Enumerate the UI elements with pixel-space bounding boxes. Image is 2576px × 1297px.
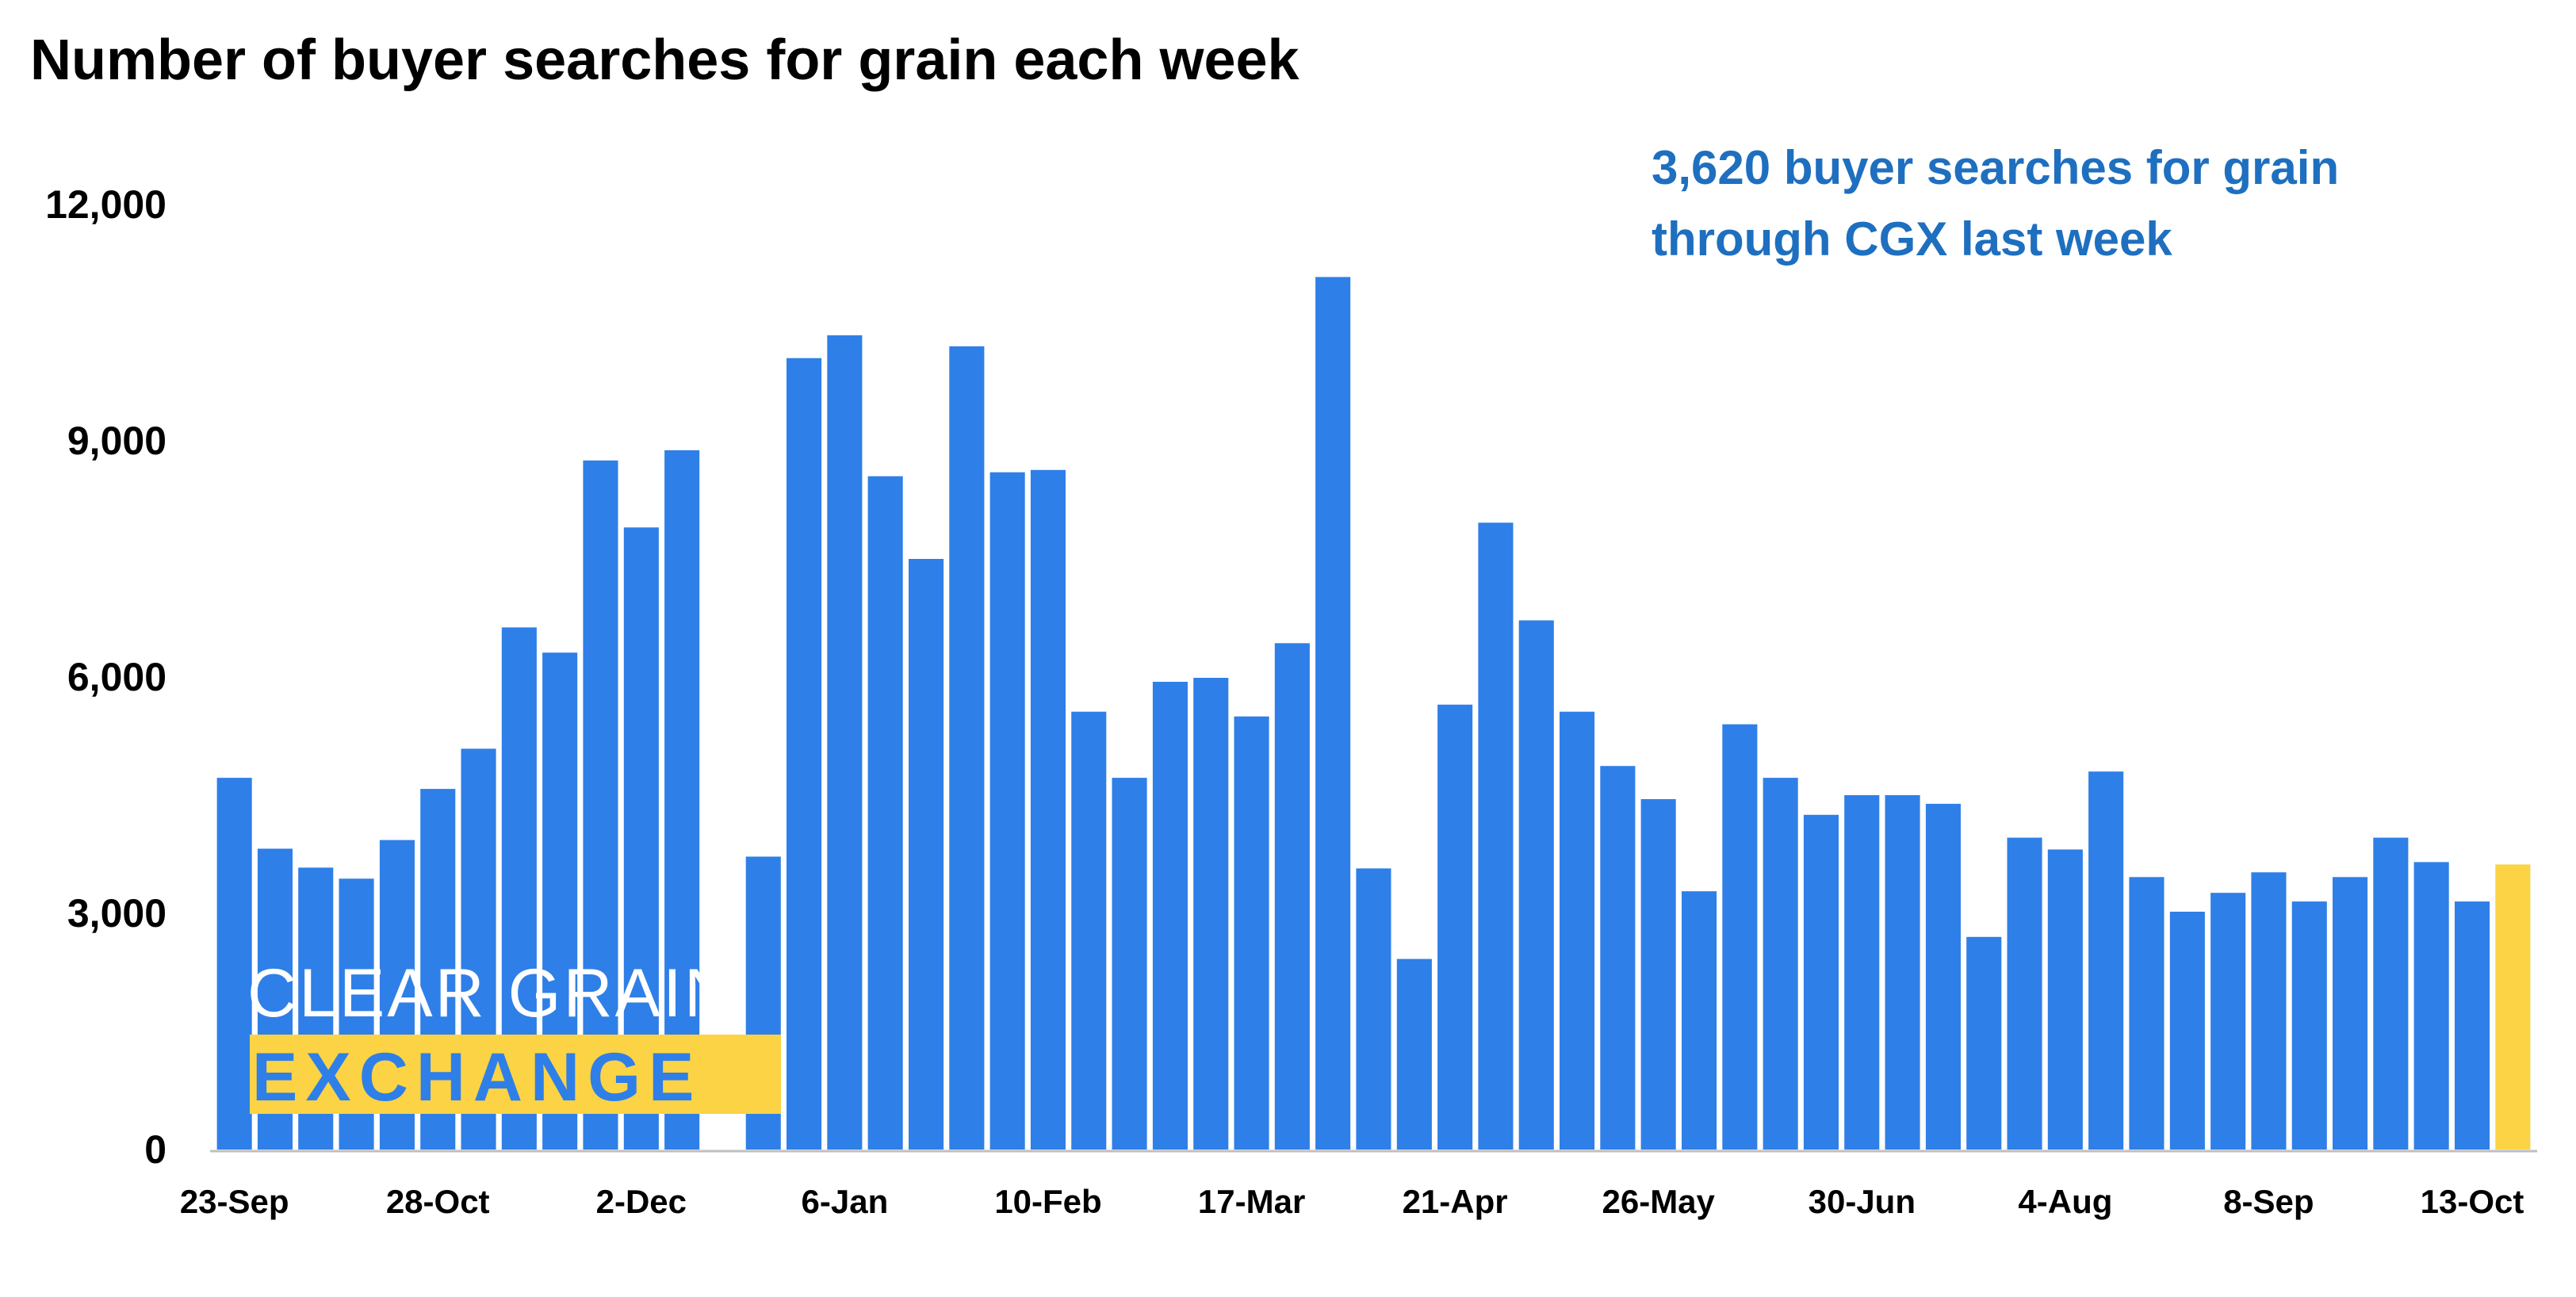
- x-tick-label: 4-Aug: [2018, 1183, 2112, 1220]
- y-tick-label: 6,000: [67, 655, 167, 699]
- bar: [2251, 872, 2287, 1150]
- logo-line-2: EXCHANGE: [252, 1039, 702, 1115]
- bar: [2291, 901, 2327, 1150]
- bar: [1966, 936, 2002, 1150]
- bar: [1071, 711, 1107, 1150]
- bar: [1030, 469, 1066, 1150]
- chart-title: Number of buyer searches for grain each …: [30, 29, 1300, 92]
- bar: [1600, 766, 1636, 1150]
- bar: [1803, 814, 1839, 1150]
- bar: [1844, 795, 1880, 1150]
- annotation-line-2: through CGX last week: [1652, 212, 2172, 266]
- bar: [2413, 862, 2449, 1150]
- logo-line-1: CLEAR GRAIN: [247, 955, 736, 1031]
- bar: [2169, 912, 2205, 1150]
- bar: [1437, 704, 1473, 1150]
- x-tick-label: 6-Jan: [802, 1183, 889, 1220]
- bar: [949, 346, 985, 1150]
- bar: [1518, 620, 1554, 1150]
- x-tick-label: 2-Dec: [596, 1183, 687, 1220]
- x-axis-tick-labels: 23-Sep 28-Oct 2-Dec 6-Jan 10-Feb 17-Mar 21-Apr…: [180, 1183, 2524, 1220]
- bar-last-week: [2495, 864, 2531, 1150]
- y-tick-label: 3,000: [67, 891, 167, 935]
- bar: [989, 472, 1025, 1150]
- x-tick-label: 21-Apr: [1403, 1183, 1508, 1220]
- bar: [1112, 778, 1147, 1150]
- x-tick-label: 8-Sep: [2223, 1183, 2314, 1220]
- bar: [1763, 778, 1798, 1150]
- bar: [1234, 716, 1269, 1150]
- bar: [1274, 643, 1310, 1150]
- bar: [787, 358, 822, 1150]
- bar: [1682, 891, 1717, 1150]
- y-tick-label: 0: [144, 1127, 167, 1172]
- annotation: 3,620 buyer searches for grain through C…: [1652, 141, 2339, 266]
- bar: [2047, 849, 2083, 1150]
- bar: [216, 778, 252, 1150]
- bar: [1315, 277, 1351, 1150]
- bar: [2373, 837, 2409, 1150]
- y-axis-tick-labels: 0 3,000 6,000 9,000 12,000: [45, 182, 167, 1172]
- bar: [2007, 837, 2042, 1150]
- annotation-line-1: 3,620 buyer searches for grain: [1652, 141, 2339, 194]
- clear-grain-exchange-logo: CLEAR GRAIN EXCHANGE: [247, 955, 781, 1115]
- bar: [1152, 682, 1188, 1150]
- bar: [827, 335, 863, 1150]
- logo-band: [250, 1035, 781, 1114]
- bar: [1356, 868, 1391, 1150]
- x-tick-label: 26-May: [1602, 1183, 1715, 1220]
- bar: [2455, 901, 2490, 1150]
- bar: [1193, 678, 1229, 1150]
- x-tick-label: 10-Feb: [994, 1183, 1101, 1220]
- bar: [2333, 877, 2368, 1150]
- y-tick-label: 9,000: [67, 419, 167, 463]
- bar: [909, 559, 944, 1150]
- bar: [2088, 771, 2124, 1150]
- x-tick-label: 17-Mar: [1198, 1183, 1305, 1220]
- x-tick-label: 13-Oct: [2421, 1183, 2524, 1220]
- x-tick-label: 28-Oct: [386, 1183, 490, 1220]
- bar: [1560, 711, 1595, 1150]
- bar: [1925, 803, 1961, 1150]
- x-tick-label: 23-Sep: [180, 1183, 289, 1220]
- bar: [2129, 877, 2165, 1150]
- bar: [867, 476, 903, 1150]
- y-tick-label: 12,000: [45, 182, 167, 227]
- bar: [1885, 795, 1920, 1150]
- bar: [664, 450, 700, 1150]
- bar: [1396, 958, 1432, 1150]
- bar: [1478, 522, 1514, 1150]
- x-tick-label: 30-Jun: [1809, 1183, 1916, 1220]
- bar: [1722, 724, 1758, 1150]
- bar: [1640, 799, 1676, 1150]
- bar: [2210, 893, 2246, 1150]
